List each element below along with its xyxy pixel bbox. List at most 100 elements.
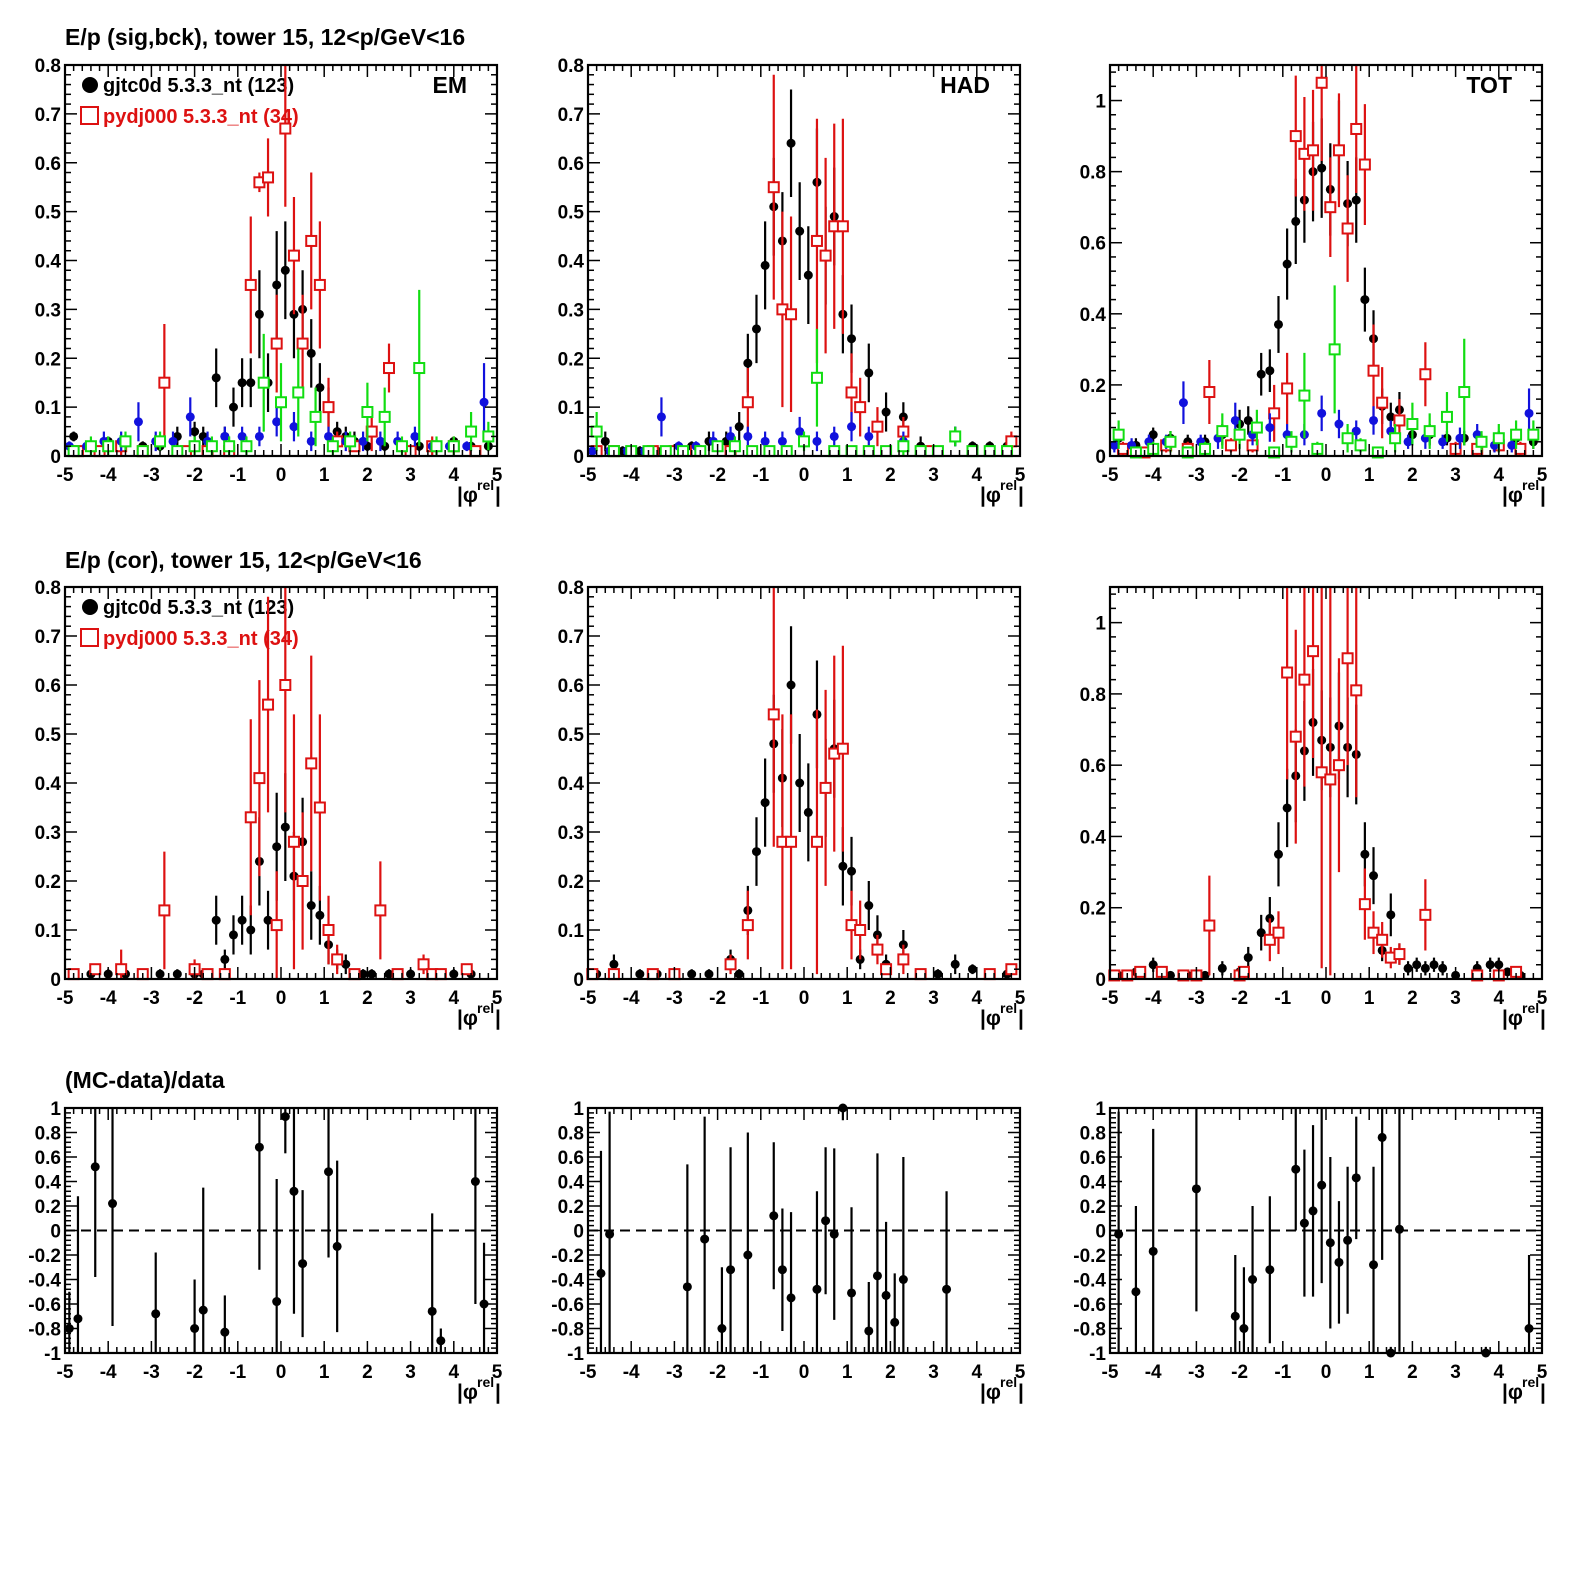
- series-1: [67, 587, 473, 981]
- data-point: [803, 270, 813, 280]
- data-point: [871, 943, 884, 956]
- data-point: [324, 431, 334, 441]
- legend-middle-row: gjtc0d 5.3.3_nt (123) pydj000 5.3.3_nt (…: [80, 597, 299, 650]
- data-point: [864, 431, 874, 441]
- panel-p11: -5 -4 -3 -2 -1 0 1 2 3 4 5 0 0.1 0.2 0.3 0.4 0.5 0.6 0.7 0.…: [35, 56, 503, 507]
- data-point: [306, 901, 316, 910]
- data-point: [211, 915, 221, 925]
- y-tick-label: 0.5: [35, 725, 62, 746]
- data-point: [1308, 1206, 1318, 1216]
- y-tick-label: 0.4: [35, 1173, 62, 1194]
- y-tick-label: 0.2: [35, 872, 61, 893]
- data-point: [760, 436, 770, 446]
- x-tick-label: 4: [449, 1362, 460, 1383]
- x-tick-label: 0: [276, 1362, 287, 1383]
- data-point: [786, 138, 796, 148]
- x-tick-label: 5: [492, 465, 503, 486]
- y-tick-label: 0.8: [1080, 1124, 1106, 1145]
- data-point: [1455, 433, 1465, 443]
- data-point: [322, 924, 335, 936]
- data-point: [254, 431, 264, 441]
- data-point: [430, 440, 443, 453]
- data-point: [257, 376, 270, 389]
- x-axis-label: |φ: [1502, 1007, 1523, 1030]
- x-tick-label: -5: [57, 465, 74, 486]
- x-tick-label: -1: [1274, 465, 1291, 486]
- data-point: [305, 757, 318, 770]
- data-point: [795, 226, 805, 236]
- x-tick-label: -1: [229, 988, 246, 1009]
- data-point: [950, 959, 960, 969]
- data-point: [1281, 382, 1294, 395]
- data-point: [1351, 195, 1361, 205]
- x-tick-label: -3: [1188, 1362, 1205, 1383]
- data-point: [1419, 368, 1432, 381]
- x-tick-label: 0: [276, 988, 287, 1009]
- data-point: [1265, 366, 1275, 376]
- data-point: [847, 422, 857, 432]
- data-point: [741, 919, 754, 932]
- data-point: [1429, 960, 1439, 970]
- x-tick-label: 4: [972, 465, 983, 486]
- data-point: [1178, 398, 1188, 408]
- x-tick-label: -4: [100, 1362, 117, 1383]
- data-point: [1273, 849, 1283, 859]
- x-tick-label: 5: [1015, 1362, 1026, 1383]
- y-tick-label: 0.3: [558, 300, 584, 321]
- x-tick-label: 4: [1494, 988, 1505, 1009]
- y-tick-label: 0.8: [558, 578, 584, 599]
- y-tick-label: 0: [573, 447, 584, 468]
- data-point: [751, 847, 761, 857]
- y-tick-label: -1: [44, 1344, 61, 1365]
- x-tick-label: 2: [885, 1362, 896, 1383]
- data-point: [108, 1199, 118, 1209]
- y-tick-label: 0.4: [35, 774, 62, 795]
- x-tick-label: -3: [666, 988, 683, 1009]
- data-point: [1307, 144, 1320, 157]
- data-point: [1502, 967, 1512, 977]
- y-tick-label: 0.1: [35, 921, 62, 942]
- panel-p31: -5 -4 -3 -2 -1 0 1 2 3 4 5 -1 -0.8 -0.6 -0.4 -0.2 0 0.2 0.…: [28, 1099, 502, 1404]
- y-tick-label: -0.6: [1073, 1295, 1106, 1316]
- data-point: [240, 440, 253, 453]
- data-point: [326, 440, 339, 453]
- data-point: [590, 425, 603, 438]
- data-point: [378, 410, 391, 423]
- data-point: [949, 430, 962, 443]
- data-point: [786, 1293, 796, 1303]
- data-point: [897, 953, 910, 966]
- data-point: [751, 324, 761, 334]
- y-tick-label: 0.6: [35, 1148, 61, 1169]
- data-point: [348, 968, 361, 981]
- x-tick-label: 2: [362, 988, 373, 1009]
- data-point: [1203, 919, 1216, 932]
- data-point: [1243, 415, 1253, 425]
- y-tick-label: 0.6: [35, 676, 61, 697]
- data-point: [743, 1250, 753, 1260]
- x-tick-label: -3: [143, 1362, 160, 1383]
- x-tick-label: 0: [1321, 988, 1332, 1009]
- data-point: [1216, 425, 1229, 438]
- data-point: [1285, 435, 1298, 448]
- x-axis-label-close: |: [1540, 1381, 1546, 1404]
- data-point: [1358, 898, 1371, 911]
- data-point: [154, 435, 167, 448]
- y-tick-label: 0.8: [558, 56, 584, 77]
- x-axis-label-sup: rel: [477, 1374, 494, 1390]
- y-tick-label: 0.4: [1080, 305, 1107, 326]
- x-tick-label: -5: [57, 1362, 74, 1383]
- data-point: [1112, 428, 1125, 441]
- x-axis-label-sup: rel: [1000, 1374, 1017, 1390]
- data-point: [306, 348, 316, 358]
- data-point: [272, 1297, 282, 1307]
- x-axis-label-close: |: [1018, 484, 1024, 507]
- x-tick-label: 1: [1364, 988, 1375, 1009]
- panel-title: HAD: [940, 72, 990, 98]
- data-point: [1494, 960, 1504, 970]
- x-tick-label: 5: [1537, 988, 1548, 1009]
- data-point: [324, 1167, 334, 1177]
- y-tick-label: 0.4: [558, 1173, 585, 1194]
- y-tick-label: 0.3: [35, 823, 61, 844]
- x-tick-label: -3: [143, 988, 160, 1009]
- data-point: [470, 1177, 480, 1186]
